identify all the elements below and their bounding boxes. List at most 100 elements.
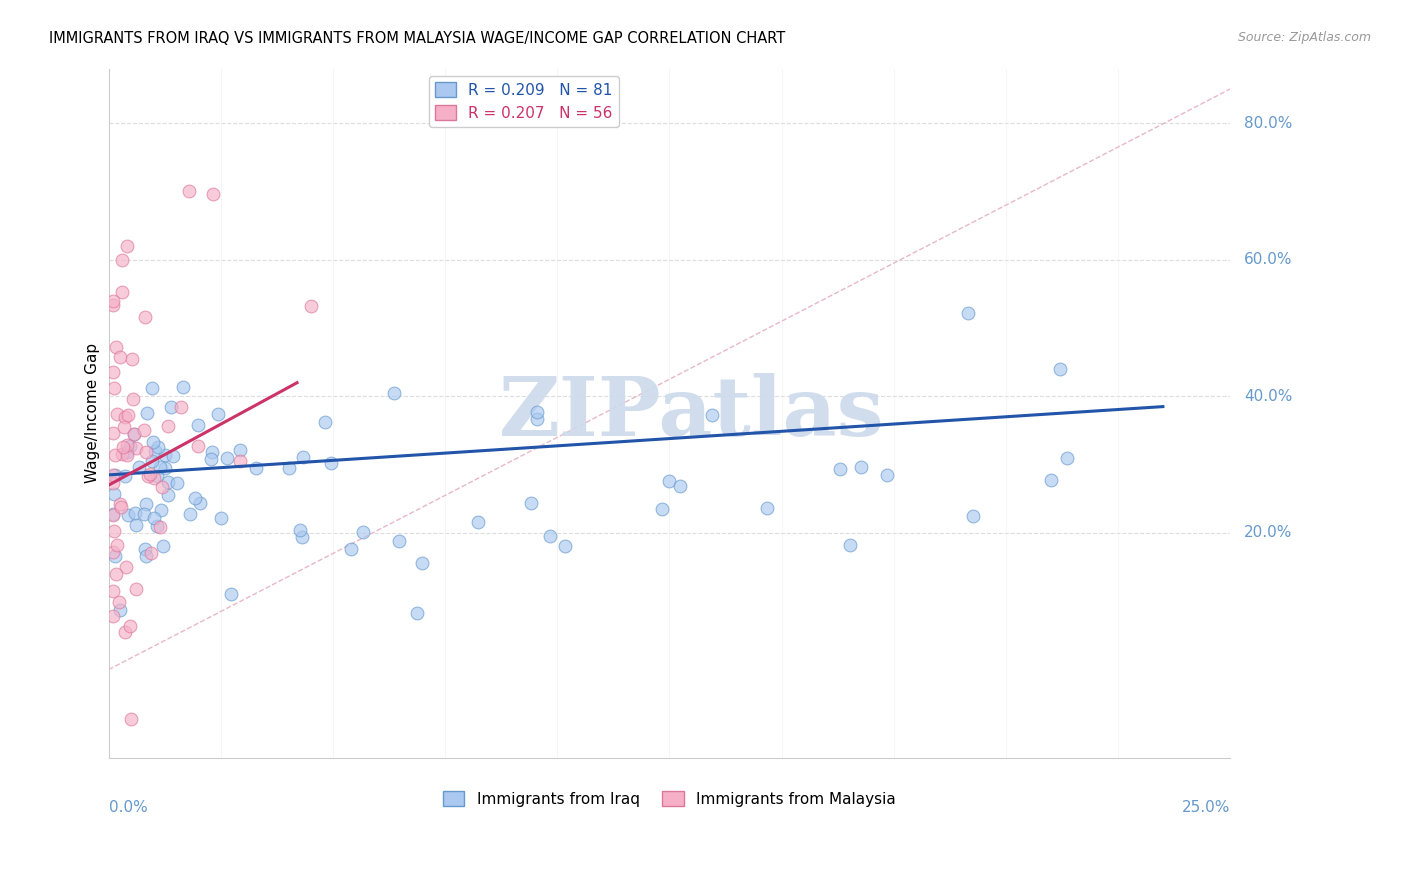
Point xyxy=(467,515,489,529)
Point xyxy=(229,443,252,458)
Point xyxy=(136,406,159,420)
Point xyxy=(215,451,238,466)
Point xyxy=(122,392,145,407)
Point xyxy=(411,556,433,570)
Point xyxy=(388,533,411,548)
Point xyxy=(291,450,314,464)
Point xyxy=(117,408,139,422)
Point xyxy=(104,467,127,482)
Point xyxy=(103,380,125,394)
Text: IMMIGRANTS FROM IRAQ VS IMMIGRANTS FROM MALAYSIA WAGE/INCOME GAP CORRELATION CHA: IMMIGRANTS FROM IRAQ VS IMMIGRANTS FROM … xyxy=(49,31,786,46)
Point xyxy=(115,444,138,458)
Text: 40.0%: 40.0% xyxy=(1244,389,1292,404)
Point xyxy=(118,439,141,453)
Point xyxy=(700,408,723,422)
Point xyxy=(152,539,174,553)
Point xyxy=(201,186,224,201)
Point xyxy=(849,460,872,475)
Point xyxy=(105,407,128,421)
Point xyxy=(101,426,124,441)
Point xyxy=(839,538,862,552)
Point xyxy=(245,460,267,475)
Point xyxy=(190,496,212,510)
Text: 60.0%: 60.0% xyxy=(1244,252,1292,268)
Point xyxy=(108,350,131,364)
Point xyxy=(156,419,179,434)
Point xyxy=(150,502,173,516)
Point xyxy=(114,410,136,425)
Point xyxy=(132,507,155,521)
Point xyxy=(111,285,134,299)
Point xyxy=(101,298,124,312)
Point xyxy=(117,508,139,523)
Point xyxy=(1056,450,1078,465)
Point xyxy=(128,460,150,475)
Point xyxy=(153,448,176,462)
Text: 0.0%: 0.0% xyxy=(108,800,148,814)
Point xyxy=(658,474,681,488)
Text: 20.0%: 20.0% xyxy=(1244,525,1292,541)
Point xyxy=(519,495,541,509)
Point xyxy=(143,470,166,484)
Point xyxy=(134,541,156,556)
Point xyxy=(1049,362,1071,376)
Point xyxy=(755,501,778,516)
Point xyxy=(160,400,183,414)
Point xyxy=(122,427,145,442)
Point xyxy=(157,488,180,502)
Point xyxy=(962,508,984,523)
Point xyxy=(170,400,193,414)
Point xyxy=(115,239,138,253)
Point xyxy=(200,452,222,467)
Point xyxy=(187,439,209,453)
Point xyxy=(112,420,135,434)
Point xyxy=(141,454,163,468)
Point xyxy=(651,502,673,516)
Point xyxy=(108,595,131,609)
Text: 25.0%: 25.0% xyxy=(1182,800,1230,814)
Point xyxy=(110,500,132,514)
Point xyxy=(153,460,176,475)
Point xyxy=(134,310,156,325)
Point xyxy=(121,352,143,367)
Point xyxy=(141,546,163,560)
Point xyxy=(876,468,898,483)
Point xyxy=(139,467,162,482)
Point xyxy=(172,380,194,394)
Point xyxy=(207,407,229,421)
Point xyxy=(111,252,134,267)
Point xyxy=(157,475,180,490)
Point xyxy=(104,549,127,563)
Point xyxy=(405,606,427,620)
Point xyxy=(299,299,322,313)
Point xyxy=(382,385,405,400)
Point xyxy=(101,294,124,309)
Point xyxy=(142,510,165,524)
Point xyxy=(956,306,979,320)
Point xyxy=(132,423,155,437)
Y-axis label: Wage/Income Gap: Wage/Income Gap xyxy=(86,343,100,483)
Point xyxy=(150,481,173,495)
Point xyxy=(229,453,252,467)
Point xyxy=(148,459,170,474)
Text: 80.0%: 80.0% xyxy=(1244,116,1292,130)
Point xyxy=(278,461,301,475)
Point xyxy=(115,560,138,574)
Point xyxy=(314,415,336,429)
Point xyxy=(118,619,141,633)
Point xyxy=(526,412,548,426)
Point xyxy=(146,468,169,483)
Point xyxy=(184,491,207,505)
Point xyxy=(135,497,157,511)
Point xyxy=(101,609,124,624)
Point xyxy=(136,468,159,483)
Point xyxy=(125,582,148,596)
Legend: Immigrants from Iraq, Immigrants from Malaysia: Immigrants from Iraq, Immigrants from Ma… xyxy=(437,785,903,813)
Point xyxy=(179,185,201,199)
Point xyxy=(101,507,124,521)
Point xyxy=(142,434,165,449)
Point xyxy=(122,426,145,441)
Point xyxy=(101,584,124,599)
Point xyxy=(148,440,170,454)
Point xyxy=(288,523,311,537)
